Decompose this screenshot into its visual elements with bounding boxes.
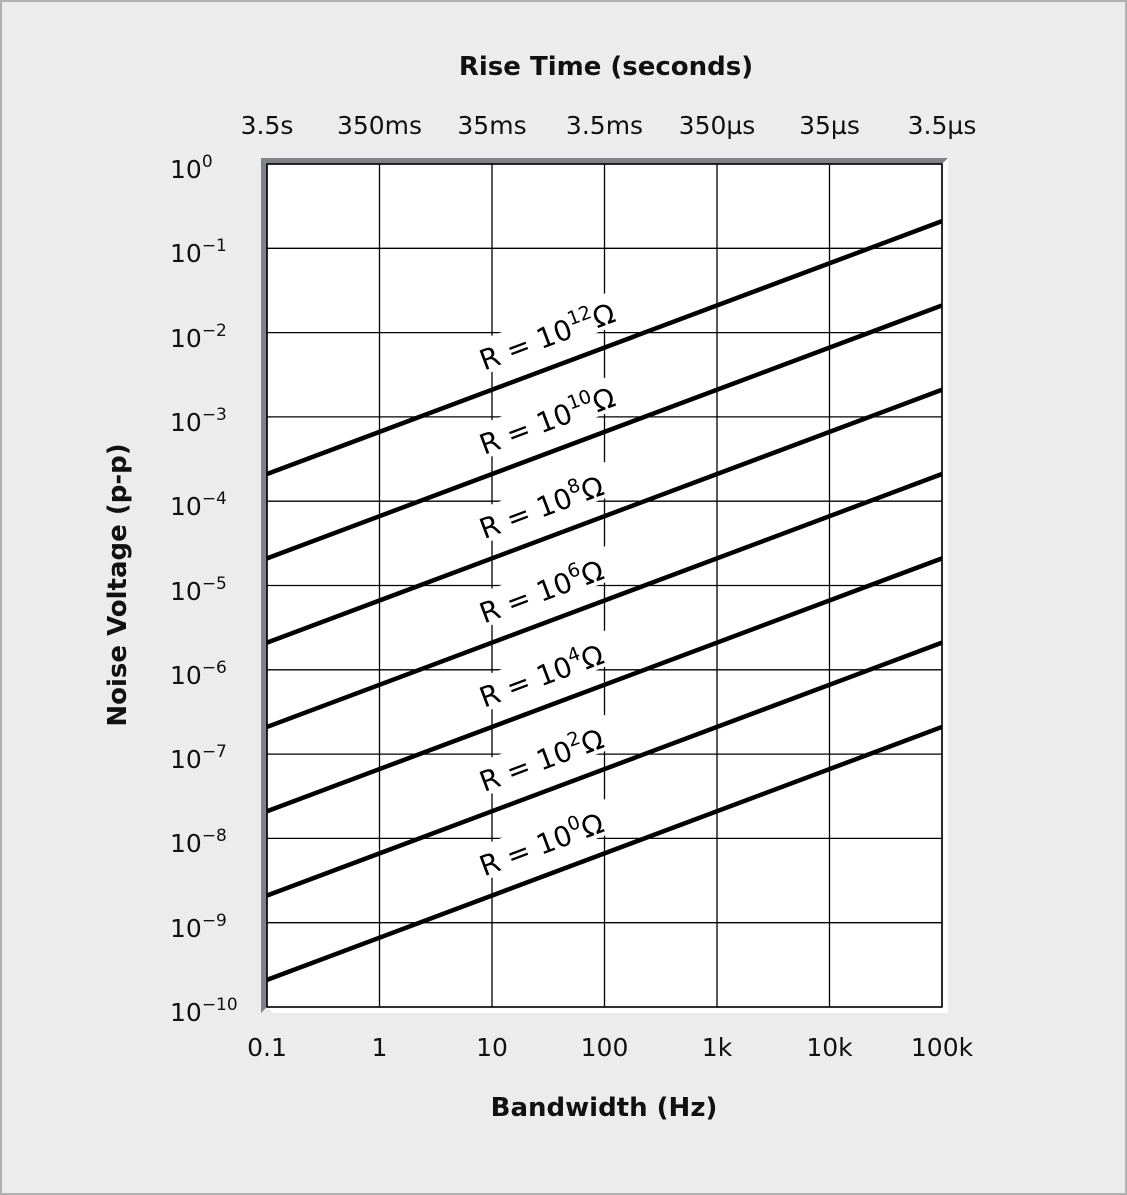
y-axis-tick: 10−6 — [170, 657, 227, 690]
x-axis-tick: 100 — [580, 1033, 629, 1062]
y-axis-tick: 10−1 — [170, 236, 227, 269]
x-axis-tick: 100k — [910, 1033, 974, 1062]
top-axis-tick: 3.5µs — [907, 111, 977, 140]
y-axis-tick: 10−3 — [170, 404, 227, 437]
y-axis-tick: 10−10 — [170, 995, 238, 1027]
y-axis-tick: 10−2 — [170, 320, 227, 353]
x-axis-tick: 1k — [701, 1033, 733, 1062]
top-axis-tick: 35ms — [457, 111, 527, 140]
frame-bevel-right — [942, 158, 948, 1013]
frame-bevel-bottom — [267, 1007, 948, 1013]
y-axis-tick: 10−7 — [170, 742, 227, 775]
x-axis-title: Bandwidth (Hz) — [490, 1093, 718, 1123]
series-label: R = 1010Ω — [471, 375, 623, 462]
top-axis-tick: 350µs — [678, 111, 756, 140]
x-axis-tick: 10k — [806, 1033, 853, 1062]
top-axis-tick: 350ms — [336, 111, 423, 140]
x-axis-tick: 1 — [371, 1033, 388, 1062]
y-axis-tick: 10−5 — [170, 573, 227, 606]
top-axis-title: Rise Time (seconds) — [458, 52, 754, 82]
y-axis-tick: 10−8 — [170, 826, 227, 859]
x-axis-tick: 10 — [476, 1033, 508, 1062]
top-axis-tick: 3.5ms — [565, 111, 644, 140]
x-axis-tick: 0.1 — [247, 1033, 287, 1062]
y-axis-tick: 100 — [170, 152, 213, 184]
frame-bevel-top — [261, 158, 948, 164]
y-axis-tick: 10−4 — [170, 489, 227, 522]
series-line: R = 106Ω — [266, 471, 943, 730]
series-line: R = 1010Ω — [266, 303, 943, 561]
top-axis-tick: 35µs — [799, 111, 860, 140]
frame-bevel-left — [261, 158, 267, 1013]
y-axis-tick: 10−9 — [170, 910, 227, 943]
top-axis-tick: 3.5s — [240, 111, 294, 140]
